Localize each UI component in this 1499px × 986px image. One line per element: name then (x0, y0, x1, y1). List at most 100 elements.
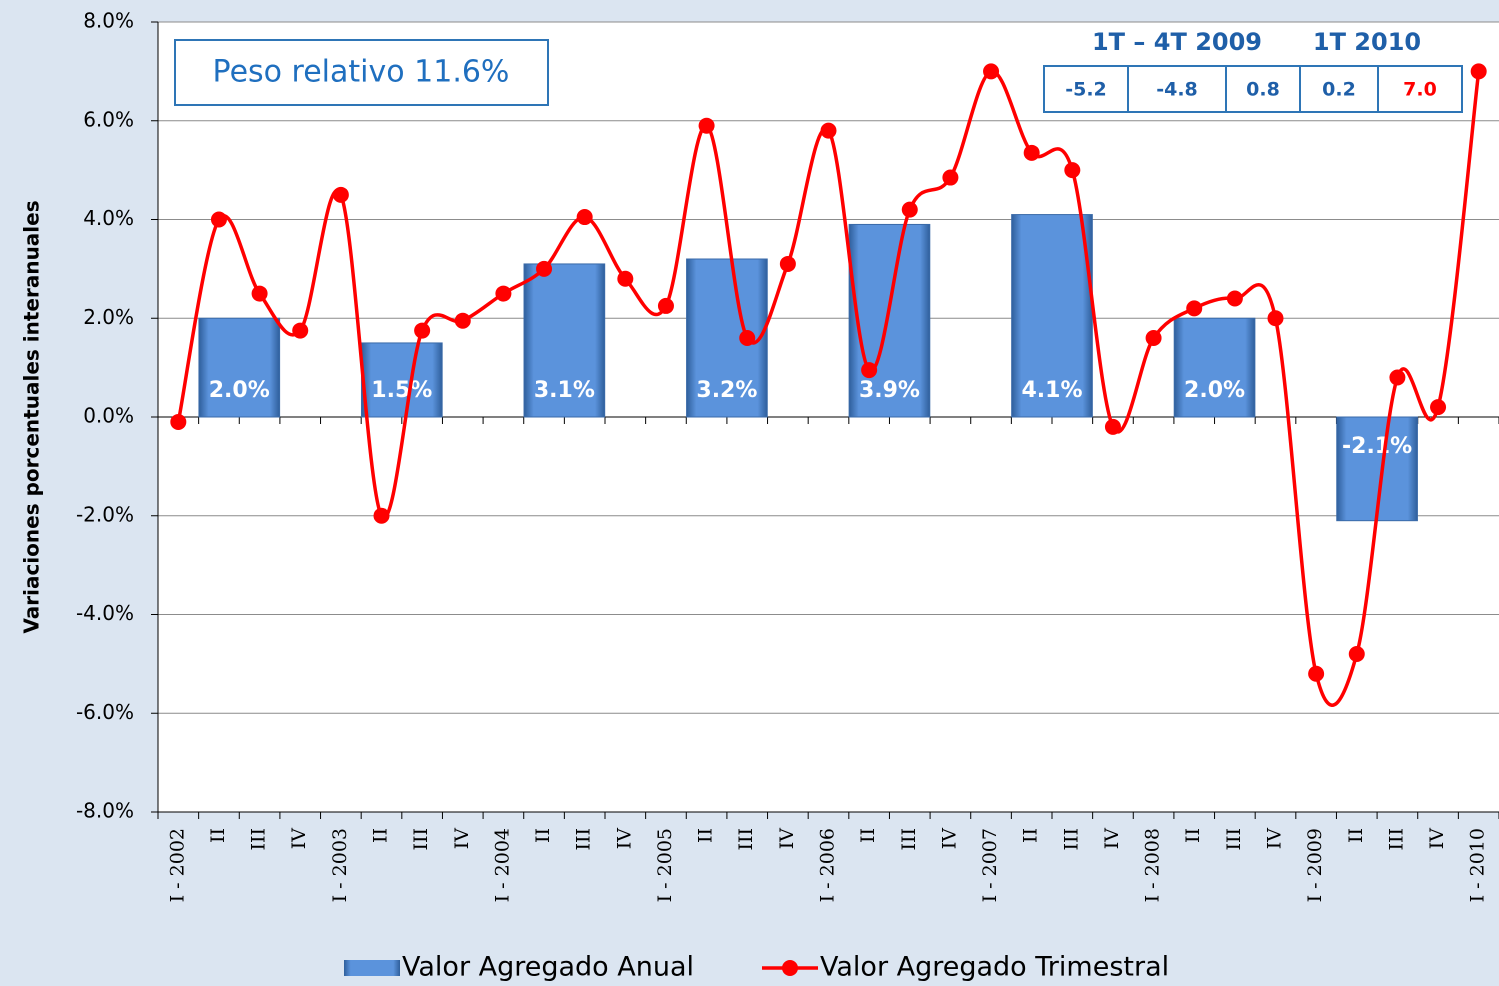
marker (1064, 162, 1081, 179)
x-tick-label: III (898, 828, 920, 851)
x-tick-label: I - 2004 (491, 828, 513, 902)
y-tick-label: 6.0% (83, 107, 134, 131)
y-axis-label: Variaciones porcentuales interanuales (20, 200, 44, 633)
data-label: 3.1% (534, 378, 595, 403)
x-tick-label: II (1345, 828, 1367, 843)
data-label: 3.2% (696, 378, 757, 403)
data-label: 2.0% (209, 378, 270, 403)
data-label: 4.1% (1021, 378, 1082, 403)
x-tick-label: IV (1426, 828, 1448, 850)
x-tick-label: I - 2006 (817, 828, 839, 902)
x-tick-label: I - 2003 (329, 828, 351, 902)
marker (983, 63, 1000, 80)
y-tick-label: 0.0% (83, 404, 134, 428)
legend-label: Valor Agregado Trimestral (820, 952, 1169, 983)
data-label: 1.5% (371, 378, 432, 403)
x-tick-label: II (370, 828, 392, 843)
x-tick-label: II (857, 828, 879, 843)
x-tick-label: III (248, 828, 270, 851)
marker (779, 255, 796, 272)
table-cell: 0.8 (1246, 79, 1280, 101)
marker (576, 209, 593, 226)
y-tick-label: 4.0% (83, 206, 134, 230)
marker (698, 117, 715, 134)
marker (292, 322, 309, 339)
marker (373, 507, 390, 524)
table-cell: -5.2 (1065, 79, 1107, 101)
data-label: -2.1% (1342, 434, 1412, 459)
x-tick-label: III (1223, 828, 1245, 851)
x-tick-label: III (1060, 828, 1082, 851)
bar (198, 317, 281, 418)
marker (901, 201, 918, 218)
marker (1389, 369, 1406, 386)
marker (942, 169, 959, 186)
x-tick-label: IV (613, 828, 635, 850)
x-tick-label: IV (776, 828, 798, 850)
marker (617, 270, 634, 287)
marker (861, 362, 878, 379)
marker (1104, 418, 1121, 435)
x-tick-label: II (1182, 828, 1204, 843)
x-tick-label: IV (1264, 828, 1286, 850)
annotation: Peso relativo 11.6% (213, 55, 510, 90)
x-tick-label: I - 2007 (979, 828, 1001, 902)
annotation-box (174, 39, 549, 106)
bar (1336, 416, 1418, 522)
marker (1145, 330, 1162, 346)
x-tick-label: IV (288, 828, 310, 850)
x-tick-label: II (1020, 828, 1042, 843)
marker (170, 413, 187, 430)
x-tick-label: IV (938, 828, 960, 850)
x-tick-label: II (207, 828, 229, 843)
x-tick-label: II (695, 828, 717, 843)
marker (495, 285, 512, 302)
x-tick-label: III (735, 828, 757, 851)
marker (1226, 290, 1243, 307)
bar (848, 223, 931, 418)
bar (1173, 317, 1256, 418)
legend-swatch (344, 960, 400, 976)
marker (1186, 300, 1203, 317)
marker (1430, 399, 1447, 416)
y-tick-label: -4.0% (76, 601, 134, 625)
marker (332, 186, 349, 203)
marker (820, 122, 837, 139)
x-tick-label: III (573, 828, 595, 851)
marker (536, 260, 553, 277)
marker (657, 297, 674, 314)
marker (210, 211, 227, 228)
table-frame (1043, 65, 1463, 113)
y-tick-label: -6.0% (76, 700, 134, 724)
marker (454, 312, 471, 329)
x-tick-label: I - 2010 (1467, 828, 1489, 902)
y-tick-label: 2.0% (83, 305, 134, 329)
marker (414, 322, 431, 339)
marker (251, 285, 268, 302)
bar (523, 263, 606, 418)
y-tick-label: -2.0% (76, 502, 134, 526)
data-label: 2.0% (1184, 378, 1245, 403)
marker (1267, 310, 1284, 327)
x-tick-label: I - 2005 (654, 828, 676, 902)
x-tick-label: I - 2009 (1304, 828, 1326, 902)
bar (360, 342, 443, 418)
x-tick-label: IV (451, 828, 473, 850)
y-tick-label: 8.0% (83, 9, 134, 33)
table-cell: -4.8 (1156, 79, 1198, 101)
x-tick-label: I - 2002 (166, 828, 188, 902)
x-tick-label: III (410, 828, 432, 851)
data-label: 3.9% (859, 378, 920, 403)
table-header: 1T 2010 (1313, 28, 1421, 56)
bar (1011, 214, 1093, 418)
marker (1023, 144, 1040, 161)
legend-marker (782, 960, 798, 976)
marker (1348, 646, 1365, 662)
table-header: 1T – 4T 2009 (1092, 28, 1262, 56)
y-tick-label: -8.0% (76, 799, 134, 823)
marker (739, 330, 756, 346)
marker (1470, 63, 1487, 80)
x-tick-label: I - 2008 (1142, 828, 1164, 902)
x-tick-label: II (532, 828, 554, 843)
